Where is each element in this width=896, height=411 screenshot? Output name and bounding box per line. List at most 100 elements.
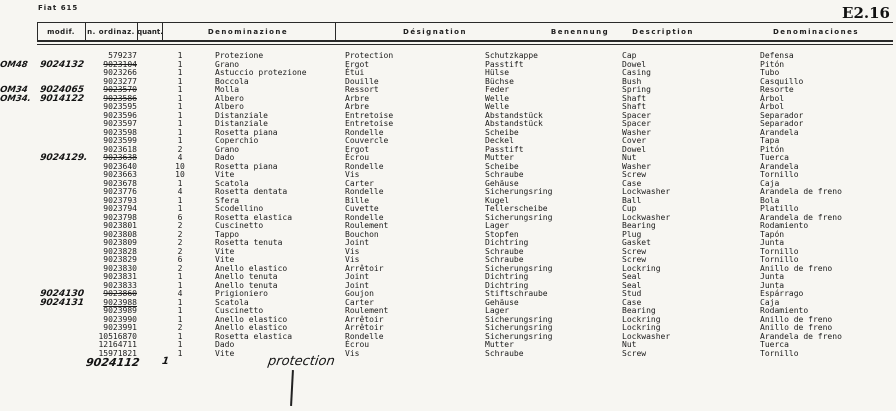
quantity: 1 [177,348,183,358]
table-row: 15971821 1 Vite Vis Schraube Screw Tornillo [0,348,896,359]
replacement-number [40,222,88,231]
name-french: Vis [345,255,360,264]
name-english: Lockwasher [622,212,671,222]
part-number: 9023570 [103,85,137,94]
name-english: Dowel [622,59,647,69]
replacement-number [40,214,88,223]
name-italian: Rosetta tenuta [215,238,283,247]
name-german: Gehäuse [485,178,519,188]
modif-mark [0,129,40,138]
name-german: Tellerscheibe [485,204,548,213]
part-number: 9023991 [103,323,137,332]
column-header-modif: modif. [47,28,75,36]
replacement-number [40,333,88,342]
name-french: Arrêtoir [345,263,384,273]
part-number: 9023828 [103,246,137,256]
name-spanish: Platillo [760,204,799,213]
document-reference: Fiat 615 [38,4,79,12]
name-italian: Anello elastico [215,323,288,332]
name-spanish: Arandela [760,127,799,137]
name-german: Lager [485,306,510,315]
quantity: 2 [177,263,183,273]
name-spanish: Tuerca [760,340,789,349]
page-code: E2.16 [842,4,890,22]
quantity: 4 [177,153,183,162]
name-english: Cover [622,136,647,145]
name-english: Lockwasher [622,187,671,196]
part-number: 9023776 [103,187,137,196]
header-divider [162,22,163,41]
part-number: 9023678 [103,178,137,188]
name-french: Goujon [345,289,374,298]
modif-mark [0,248,40,257]
table-row: OM34. 9014122 9023586 1 Albero Arbre Welle Shaf… [0,93,896,104]
name-french: Ergot [345,144,370,154]
part-number: 9023266 [103,68,137,77]
name-italian: Astuccio protezione [215,68,307,77]
table-row: 9023776 4 Rosetta dentata Rondelle Sicherung… [0,187,896,197]
table-row: 12164711 1 Dado Écrou Mutter Nut Tuerca [0,340,896,350]
name-italian: Vite [215,255,235,264]
replacement-number [40,188,88,197]
replacement-number [40,231,88,240]
quantity: 1 [177,280,183,290]
replacement-number: 9014122 [39,93,85,104]
name-spanish: Junta [760,238,785,247]
table-row: 9023599 1 Coperchio Couvercle Deckel Cover Tap… [0,136,896,146]
replacement-number [40,265,88,274]
replacement-number [40,197,88,206]
handwritten-quantity: 1 [161,356,170,367]
quantity: 1 [177,314,183,324]
name-german: Dichtring [485,280,529,290]
name-english: Spring [622,85,651,94]
part-number: 579237 [108,51,137,60]
quantity: 6 [177,255,183,264]
part-number: 9023599 [103,136,137,145]
table-row: 9023798 6 Rosetta elastica Rondelle Sicherun… [0,212,896,223]
name-german: Schraube [485,170,524,179]
name-french: Écrou [345,153,370,162]
name-italian: Protezione [215,51,264,60]
table-row: 9023801 2 Cuscinetto Roulement Lager Bearing R… [0,221,896,231]
name-spanish: Anillo de freno [760,323,833,332]
name-english: Nut [622,153,637,162]
table-row: OM48 9024132 9023104 1 Grano Ergot Passtift Dow… [0,59,896,70]
name-italian: Coperchio [215,136,259,145]
quantity: 4 [177,289,183,298]
header-divider [335,22,336,41]
name-german: Sicherungsring [485,212,553,222]
replacement-number [40,120,88,129]
part-number: 9023104 [103,59,137,69]
quantity: 2 [177,229,183,239]
part-number: 9023989 [103,306,137,315]
replacement-number [40,239,88,248]
column-header-benennung: Benennung [550,28,610,36]
name-italian: Grano [215,59,240,69]
table-row: 9023809 2 Rosetta tenuta Joint Dichtring Gask… [0,238,896,248]
table-row: 9023829 6 Vite Vis Schraube Screw Tornillo [0,255,896,265]
parts-table-body: 579237 1 Protezione Protection Schutzkappe Ca… [0,51,896,359]
part-number: 9023640 [103,161,137,171]
replacement-number [40,307,88,316]
name-italian: Rosetta elastica [215,212,293,222]
part-number: 12164711 [98,340,137,349]
quantity: 1 [177,127,183,137]
name-german: Mutter [485,153,514,162]
replacement-number [40,256,88,265]
name-spanish: Defensa [760,51,794,60]
table-row: 9024129. 9023638 4 Dado Écrou Mutter Nut Tuerca [0,153,896,163]
name-german: Stiftschraube [485,289,548,298]
modif-mark [0,137,40,146]
table-row: 9023830 2 Anello elastico Arrêtoir Sicherung… [0,263,896,274]
name-italian: Dado [215,340,235,349]
name-spanish: Espárrago [760,289,804,298]
replacement-number [40,163,88,172]
name-french: Vis [345,246,360,256]
quantity: 6 [177,212,183,222]
name-italian: Vite [215,246,235,256]
part-number: 9023860 [103,289,137,298]
modif-mark [0,341,40,350]
quantity: 2 [177,144,183,154]
table-row: 9023277 1 Boccola Douille Büchse Bush Casquill… [0,76,896,87]
name-spanish: Casquillo [760,76,804,86]
